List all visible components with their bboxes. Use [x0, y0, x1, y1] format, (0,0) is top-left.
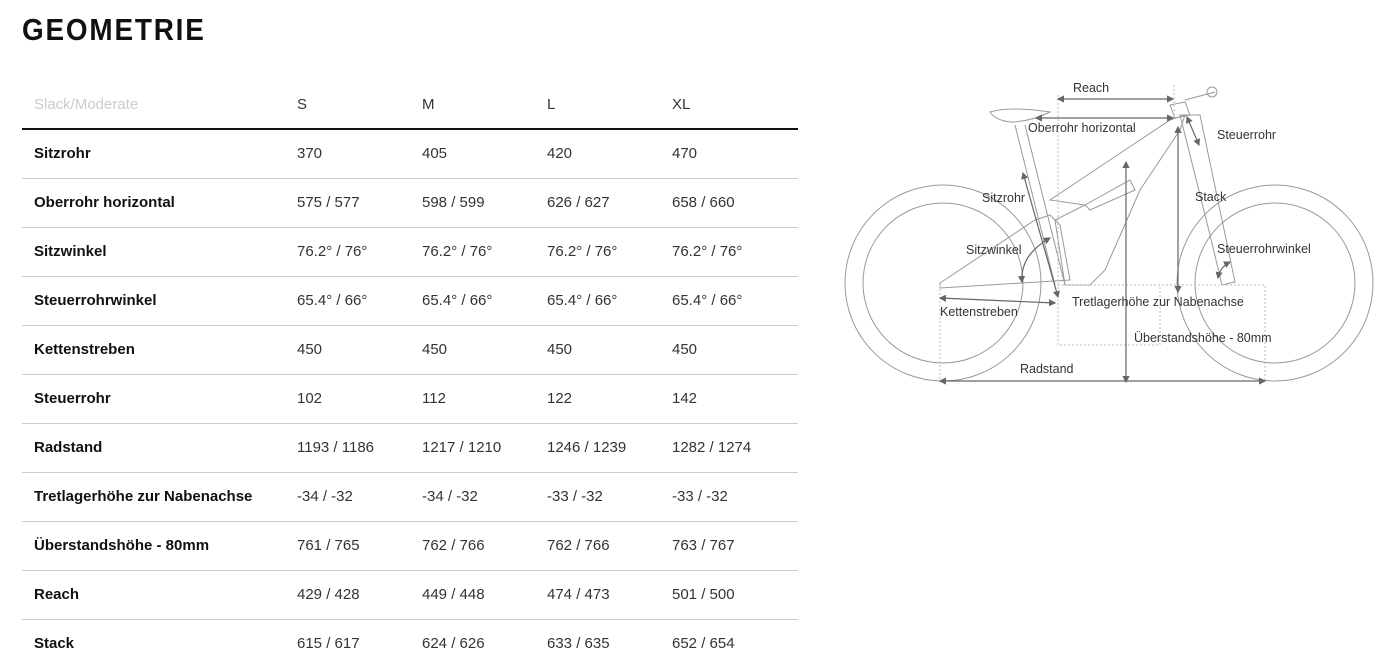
cell-m: 405 [422, 129, 547, 179]
row-label: Radstand [22, 423, 297, 473]
cell-l: 1246 / 1239 [547, 423, 672, 473]
label-tretlager: Tretlagerhöhe zur Nabenachse [1072, 295, 1244, 309]
row-label: Oberrohr horizontal [22, 178, 297, 228]
label-sitzwinkel: Sitzwinkel [966, 243, 1022, 257]
cell-m: -34 / -32 [422, 472, 547, 522]
cell-xl: 76.2° / 76° [672, 227, 798, 277]
table-row: Überstandshöhe - 80mm 761 / 765 762 / 766 7… [22, 521, 798, 571]
cell-s: 370 [297, 129, 422, 179]
cell-m: 65.4° / 66° [422, 276, 547, 326]
row-label: Kettenstreben [22, 325, 297, 375]
front-wheel-outer [1176, 184, 1374, 382]
row-label: Überstandshöhe - 80mm [22, 521, 297, 571]
cell-s: 65.4° / 66° [297, 276, 422, 326]
rear-wheel-outer [844, 184, 1042, 382]
cell-xl: 1282 / 1274 [672, 423, 798, 473]
cell-s: 761 / 765 [297, 521, 422, 571]
cell-s: 76.2° / 76° [297, 227, 422, 277]
cell-m: 112 [422, 374, 547, 424]
cell-xl: 142 [672, 374, 798, 424]
table-row: Radstand 1193 / 1186 1217 / 1210 1246 / 123… [22, 423, 798, 473]
label-steuerrohr: Steuerrohr [1217, 128, 1277, 142]
cell-xl: 450 [672, 325, 798, 375]
cell-l: 420 [547, 129, 672, 179]
cell-m: 762 / 766 [422, 521, 547, 571]
label-sitzrohr: Sitzrohr [982, 191, 1026, 205]
table-row: Steuerrohr 102 112 122 142 [22, 374, 798, 424]
table-row: Sitzwinkel 76.2° / 76° 76.2° / 76° 76.2° / … [22, 227, 798, 277]
column-header-m: M [422, 80, 547, 130]
cell-s: 102 [297, 374, 422, 424]
sitzwinkel-arc [1017, 237, 1052, 284]
geometry-table: Slack/Moderate S M L XL Sitzrohr 370 405 42… [22, 80, 798, 668]
cell-l: 450 [547, 325, 672, 375]
cell-s: 1193 / 1186 [297, 423, 422, 473]
row-label: Sitzrohr [22, 129, 297, 179]
label-radstand: Radstand [1020, 362, 1074, 376]
cell-m: 598 / 599 [422, 178, 547, 228]
label-stack: Stack [1195, 190, 1227, 204]
column-header-l: L [547, 80, 672, 130]
table-row: Sitzrohr 370 405 420 470 [22, 129, 798, 179]
table-row: Oberrohr horizontal 575 / 577 598 / 599 626… [22, 178, 798, 228]
cell-xl: 470 [672, 129, 798, 179]
cell-l: 633 / 635 [547, 635, 610, 653]
table-row: Kettenstreben 450 450 450 450 [22, 325, 798, 375]
cell-m: 624 / 626 [422, 635, 485, 653]
column-header-xl: XL [672, 80, 798, 130]
row-label: Tretlagerhöhe zur Nabenachse [22, 472, 297, 522]
label-reach: Reach [1073, 81, 1110, 95]
cell-s: 615 / 617 [297, 635, 360, 653]
row-label: Sitzwinkel [22, 227, 297, 277]
cell-xl: -33 / -32 [672, 472, 798, 522]
label-kettenstreben: Kettenstreben [940, 305, 1018, 319]
cell-m: 449 / 448 [422, 570, 547, 620]
bike-drawing [844, 85, 1374, 385]
row-label: Steuerrohr [22, 374, 297, 424]
cell-m: 76.2° / 76° [422, 227, 547, 277]
cell-l: -33 / -32 [547, 472, 672, 522]
steuerrohrwinkel-arc [1215, 261, 1232, 280]
cell-s: 429 / 428 [297, 570, 422, 620]
cell-xl: 65.4° / 66° [672, 276, 798, 326]
cell-xl: 658 / 660 [672, 178, 798, 228]
label-oberrohr: Oberrohr horizontal [1028, 121, 1136, 135]
row-label: Stack [34, 635, 75, 653]
cell-l: 626 / 627 [547, 178, 672, 228]
front-wheel-inner [1194, 202, 1356, 364]
table-row: Steuerrohrwinkel 65.4° / 66° 65.4° / 66° 65… [22, 276, 798, 326]
cell-s: 450 [297, 325, 422, 375]
bike-geometry-diagram: Reach Oberrohr horizontal Steuerrohr Sit… [840, 70, 1380, 400]
table-row: Reach 429 / 428 449 / 448 474 / 473 501 / 50… [22, 570, 798, 620]
column-header-variant: Slack/Moderate [22, 80, 297, 130]
cell-m: 1217 / 1210 [422, 423, 547, 473]
row-label: Reach [22, 570, 297, 620]
cell-xl: 763 / 767 [672, 521, 798, 571]
table-header-row: Slack/Moderate S M L XL [22, 80, 798, 130]
cell-l: 76.2° / 76° [547, 227, 672, 277]
cell-m: 450 [422, 325, 547, 375]
cell-s: 575 / 577 [297, 178, 422, 228]
row-label: Steuerrohrwinkel [22, 276, 297, 326]
kettenstreben-arrow [938, 294, 1057, 307]
sitzrohr-arrow [1021, 171, 1060, 299]
label-steuerrohrwinkel: Steuerrohrwinkel [1217, 242, 1311, 256]
cell-l: 122 [547, 374, 672, 424]
table-row: Tretlagerhöhe zur Nabenachse -34 / -32 -34… [22, 472, 798, 522]
table-row: Stack 615 / 617 624 / 626 633 / 635 652 / 65… [22, 619, 798, 668]
rear-wheel-inner [862, 202, 1024, 364]
cell-l: 65.4° / 66° [547, 276, 672, 326]
cell-l: 474 / 473 [547, 570, 672, 620]
cell-l: 762 / 766 [547, 521, 672, 571]
page-title: GEOMETRIE [22, 12, 206, 47]
label-ueberstand: Überstandshöhe - 80mm [1134, 331, 1272, 345]
cell-s: -34 / -32 [297, 472, 422, 522]
steuerrohr-arrow [1186, 115, 1200, 147]
cell-xl: 652 / 654 [672, 635, 735, 653]
column-header-s: S [297, 80, 422, 130]
cell-xl: 501 / 500 [672, 570, 798, 620]
